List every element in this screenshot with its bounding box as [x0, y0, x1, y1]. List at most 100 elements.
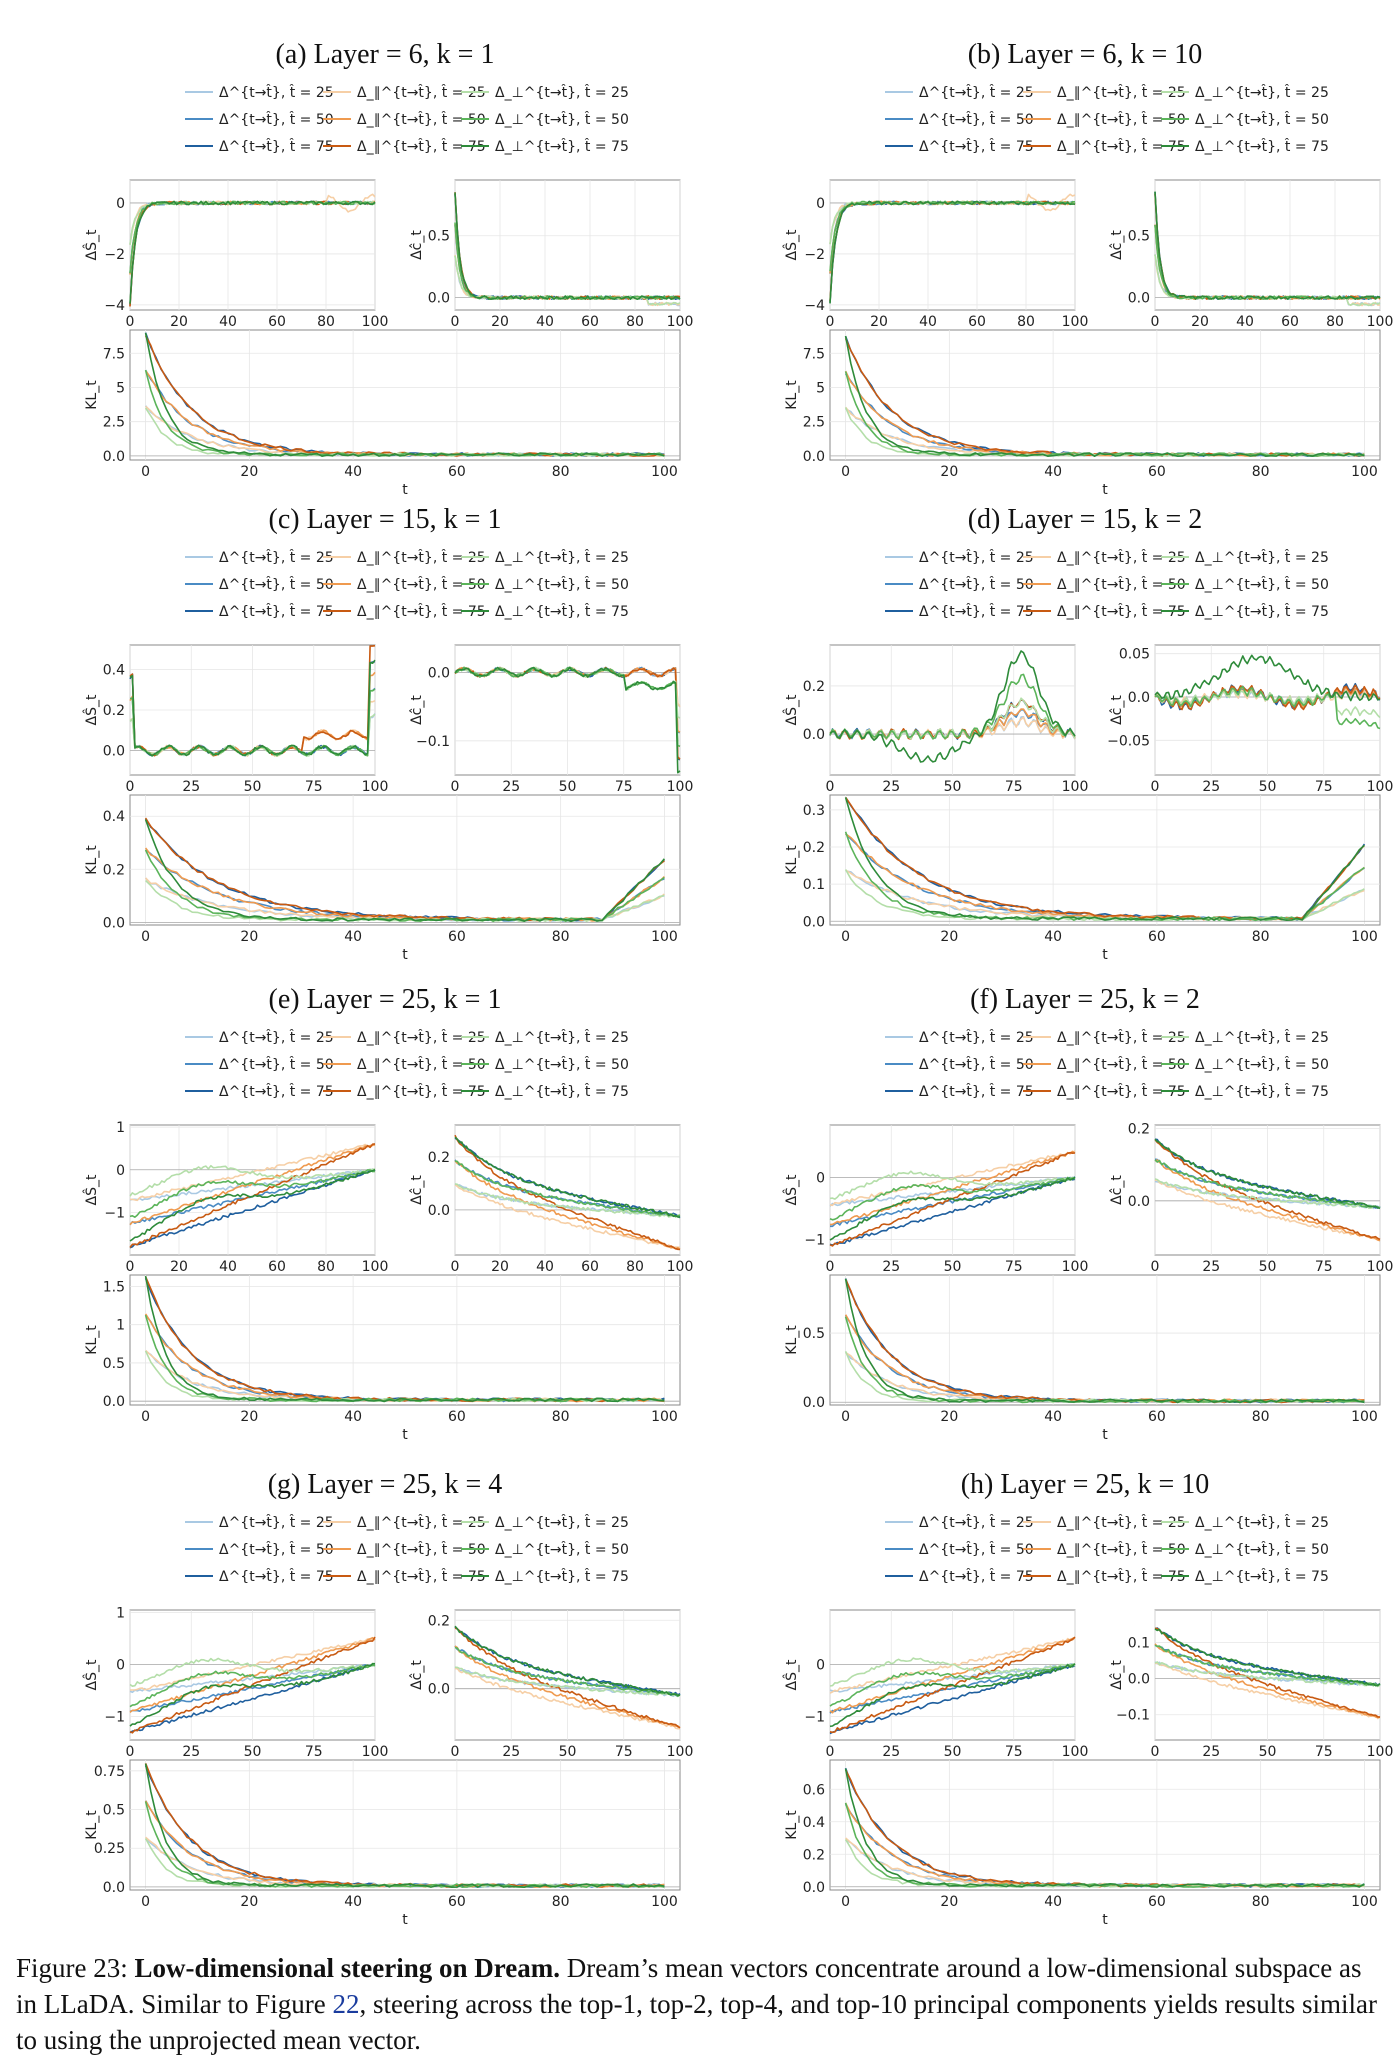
x-tick-label: 100 — [1351, 1894, 1378, 1910]
y-tick-label: 0.2 — [803, 679, 825, 695]
series-line-8 — [1154, 1138, 1381, 1210]
x-tick-label: 0 — [841, 1894, 850, 1910]
series-line-5 — [454, 1627, 681, 1729]
legend-label: Δ^{t→t̂}, t̂ = 75 — [919, 1568, 1034, 1585]
y-axis-label: KL_t — [84, 845, 100, 875]
legend-label: Δ_∥^{t→t̂}, t̂ = 75 — [1057, 603, 1186, 620]
x-tick-label: 100 — [1351, 1409, 1378, 1425]
legend-label: Δ_∥^{t→t̂}, t̂ = 25 — [357, 1514, 486, 1531]
x-tick-label: 75 — [615, 1744, 633, 1760]
x-tick-label: 0 — [126, 1259, 135, 1275]
x-tick-label: 60 — [968, 314, 986, 330]
panel-d: (d) Layer = 15, k = 2 Δ^{t→t̂}, t̂ = 25 Δ^… — [782, 504, 1393, 963]
x-tick-label: 0 — [451, 314, 460, 330]
y-tick-label: 0.5 — [1128, 229, 1150, 245]
series-line-8 — [454, 1136, 681, 1219]
series-line-8 — [829, 200, 1076, 304]
y-axis-label: Δĉ_t — [409, 230, 425, 260]
legend-label: Δ_⊥^{t→t̂}, t̂ = 25 — [1195, 84, 1329, 101]
series-line-8 — [829, 1176, 1076, 1241]
x-tick-label: 75 — [1005, 779, 1023, 795]
x-tick-label: 40 — [536, 1259, 554, 1275]
y-tick-label: 0.2 — [103, 703, 125, 719]
series-line-8 — [144, 1763, 665, 1888]
x-tick-label: 100 — [651, 1409, 678, 1425]
legend-label: Δ_⊥^{t→t̂}, t̂ = 75 — [1195, 138, 1329, 155]
y-axis-label: ΔŜ_t — [82, 1659, 100, 1690]
legend-label: Δ^{t→t̂}, t̂ = 75 — [919, 138, 1034, 155]
y-axis-label: Δĉ_t — [409, 1175, 425, 1205]
legend-label: Δ^{t→t̂}, t̂ = 50 — [919, 111, 1034, 128]
series-line-8 — [844, 335, 1365, 457]
series-line-6 — [1154, 1178, 1381, 1209]
x-tick-label: 25 — [182, 1744, 200, 1760]
x-tick-label: 100 — [667, 314, 694, 330]
x-tick-label: 40 — [536, 314, 554, 330]
x-tick-label: 100 — [1351, 464, 1378, 480]
caption-figure-ref[interactable]: 22 — [332, 1989, 360, 2019]
y-tick-label: −2 — [804, 247, 825, 263]
y-axis-label: ΔŜ_t — [782, 1659, 800, 1690]
x-tick-label: 100 — [667, 779, 694, 795]
y-tick-label: 0.0 — [103, 1394, 125, 1410]
y-tick-label: 0 — [116, 196, 125, 212]
legend-label: Δ_⊥^{t→t̂}, t̂ = 50 — [1195, 1541, 1329, 1558]
x-tick-label: 60 — [581, 1259, 599, 1275]
series-line-4 — [1154, 1643, 1381, 1719]
series-line-2 — [129, 1664, 376, 1734]
panel-b: (b) Layer = 6, k = 10 Δ^{t→t̂}, t̂ = 25 Δ^… — [782, 39, 1393, 498]
plot-frame-h-kl — [829, 1759, 1381, 1891]
series-line-8 — [454, 192, 681, 300]
y-axis-label: ΔŜ_t — [782, 694, 800, 725]
y-axis-label: KL_t — [84, 1325, 100, 1355]
legend-label: Δ^{t→t̂}, t̂ = 50 — [219, 111, 334, 128]
legend-label: Δ^{t→t̂}, t̂ = 50 — [219, 1056, 334, 1073]
series-line-4 — [454, 1645, 681, 1729]
x-tick-label: 75 — [1315, 1744, 1333, 1760]
y-tick-label: 0.0 — [103, 915, 125, 931]
x-tick-label: 0 — [826, 1744, 835, 1760]
series-line-8 — [844, 1768, 1365, 1888]
legend-label: Δ_⊥^{t→t̂}, t̂ = 50 — [495, 111, 629, 128]
legend-label: Δ^{t→t̂}, t̂ = 75 — [219, 1568, 334, 1585]
x-tick-label: 40 — [344, 929, 362, 945]
x-tick-label: 75 — [1005, 1744, 1023, 1760]
plot-frame-b-kl — [829, 329, 1381, 461]
plot-frame-b-delta_s — [829, 179, 1076, 311]
x-tick-label: 0 — [141, 929, 150, 945]
x-tick-label: 20 — [870, 314, 888, 330]
x-tick-label: 80 — [626, 1259, 644, 1275]
plot-frame-e-delta_c — [454, 1124, 681, 1256]
y-tick-label: −4 — [804, 298, 825, 314]
legend-label: Δ_∥^{t→t̂}, t̂ = 25 — [1057, 84, 1186, 101]
legend-label: Δ^{t→t̂}, t̂ = 75 — [919, 603, 1034, 620]
x-tick-label: 60 — [581, 314, 599, 330]
panel-a: (a) Layer = 6, k = 1 Δ^{t→t̂}, t̂ = 25 Δ^{… — [82, 39, 693, 498]
x-tick-label: 50 — [559, 1744, 577, 1760]
y-tick-label: 7.5 — [803, 346, 825, 362]
legend-label: Δ^{t→t̂}, t̂ = 50 — [919, 1541, 1034, 1558]
y-tick-label: 0.5 — [103, 1803, 125, 1819]
x-tick-label: 0 — [1151, 314, 1160, 330]
series-line-7 — [129, 1664, 376, 1708]
y-axis-label: KL_t — [784, 1810, 800, 1840]
x-tick-label: 0 — [126, 779, 135, 795]
legend-label: Δ_⊥^{t→t̂}, t̂ = 75 — [495, 1568, 629, 1585]
x-tick-label: 20 — [240, 929, 258, 945]
legend-label: Δ^{t→t̂}, t̂ = 50 — [219, 576, 334, 593]
series-line-6 — [129, 1164, 376, 1197]
x-tick-label: 75 — [615, 779, 633, 795]
x-tick-label: 80 — [317, 1259, 335, 1275]
x-tick-label: 100 — [1367, 1259, 1393, 1275]
legend-label: Δ_∥^{t→t̂}, t̂ = 50 — [357, 576, 486, 593]
legend-label: Δ^{t→t̂}, t̂ = 25 — [219, 84, 334, 101]
x-tick-label: 80 — [552, 1894, 570, 1910]
x-tick-label: 100 — [1062, 314, 1089, 330]
x-tick-label: 75 — [305, 1744, 323, 1760]
y-tick-label: 0.5 — [428, 229, 450, 245]
x-tick-label: 40 — [1044, 464, 1062, 480]
x-tick-label: 60 — [448, 1409, 466, 1425]
y-tick-label: 0.6 — [803, 1782, 825, 1798]
x-tick-label: 100 — [667, 1744, 694, 1760]
x-tick-label: 50 — [1259, 1259, 1277, 1275]
